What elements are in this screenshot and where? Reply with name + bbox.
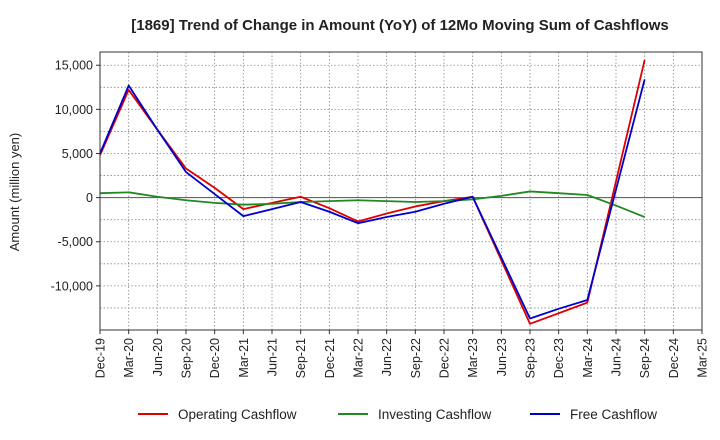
x-tick-label: Jun-23 xyxy=(495,338,509,376)
x-tick-label: Jun-22 xyxy=(380,338,394,376)
legend-label-investing-cashflow: Investing Cashflow xyxy=(378,407,492,422)
x-tick-label: Mar-22 xyxy=(352,338,366,378)
legend-label-operating-cashflow: Operating Cashflow xyxy=(178,407,297,422)
x-tick-label: Dec-21 xyxy=(323,338,337,378)
x-tick-label: Dec-19 xyxy=(94,338,108,378)
x-tick-label: Jun-21 xyxy=(266,338,280,376)
x-tick-label: Dec-24 xyxy=(667,338,681,378)
grid-lines xyxy=(99,52,703,331)
x-tick-label: Sep-23 xyxy=(524,338,538,378)
x-axis-ticks: Dec-19 Mar-20 Jun-20 Sep-20 Dec-20 Mar-21 Jun-… xyxy=(94,330,710,378)
x-tick-label: Sep-21 xyxy=(294,338,308,378)
series-line-investing-cashflow xyxy=(99,190,646,218)
plot-border xyxy=(99,51,703,331)
plot-area xyxy=(100,52,702,330)
y-tick-label: -5,000 xyxy=(58,235,93,249)
legend: Operating Cashflow Investing Cashflow Free… xyxy=(138,407,657,422)
x-tick-label: Mar-24 xyxy=(581,338,595,378)
x-tick-label: Jun-24 xyxy=(610,338,624,376)
x-tick-label: Sep-20 xyxy=(180,338,194,378)
x-tick-label: Mar-23 xyxy=(466,338,480,378)
x-tick-label: Sep-22 xyxy=(409,338,423,378)
y-tick-label: 10,000 xyxy=(55,103,93,117)
x-tick-label: Jun-20 xyxy=(151,338,165,376)
plot-frame xyxy=(99,51,703,331)
y-tick-label: 0 xyxy=(86,191,93,205)
y-tick-label: 15,000 xyxy=(55,59,93,73)
y-axis-ticks: 15,000 10,000 5,000 0 -5,000 -10,000 xyxy=(51,59,100,293)
legend-label-free-cashflow: Free Cashflow xyxy=(570,407,657,422)
x-tick-label: Mar-20 xyxy=(122,338,136,378)
series-line-free-cashflow xyxy=(99,79,646,320)
x-tick-label: Sep-24 xyxy=(638,338,652,378)
series-line-operating-cashflow xyxy=(99,59,646,325)
plot-background xyxy=(100,52,702,330)
x-tick-label: Mar-25 xyxy=(696,338,710,378)
x-tick-label: Dec-22 xyxy=(438,338,452,378)
y-tick-label: -10,000 xyxy=(51,279,93,293)
x-tick-label: Dec-23 xyxy=(552,338,566,378)
series-group xyxy=(99,59,646,325)
x-tick-label: Mar-21 xyxy=(237,338,251,378)
y-axis-label: Amount (million yen) xyxy=(7,133,22,252)
x-tick-label: Dec-20 xyxy=(208,338,222,378)
y-tick-label: 5,000 xyxy=(62,147,93,161)
chart-title: [1869] Trend of Change in Amount (YoY) o… xyxy=(131,17,669,34)
